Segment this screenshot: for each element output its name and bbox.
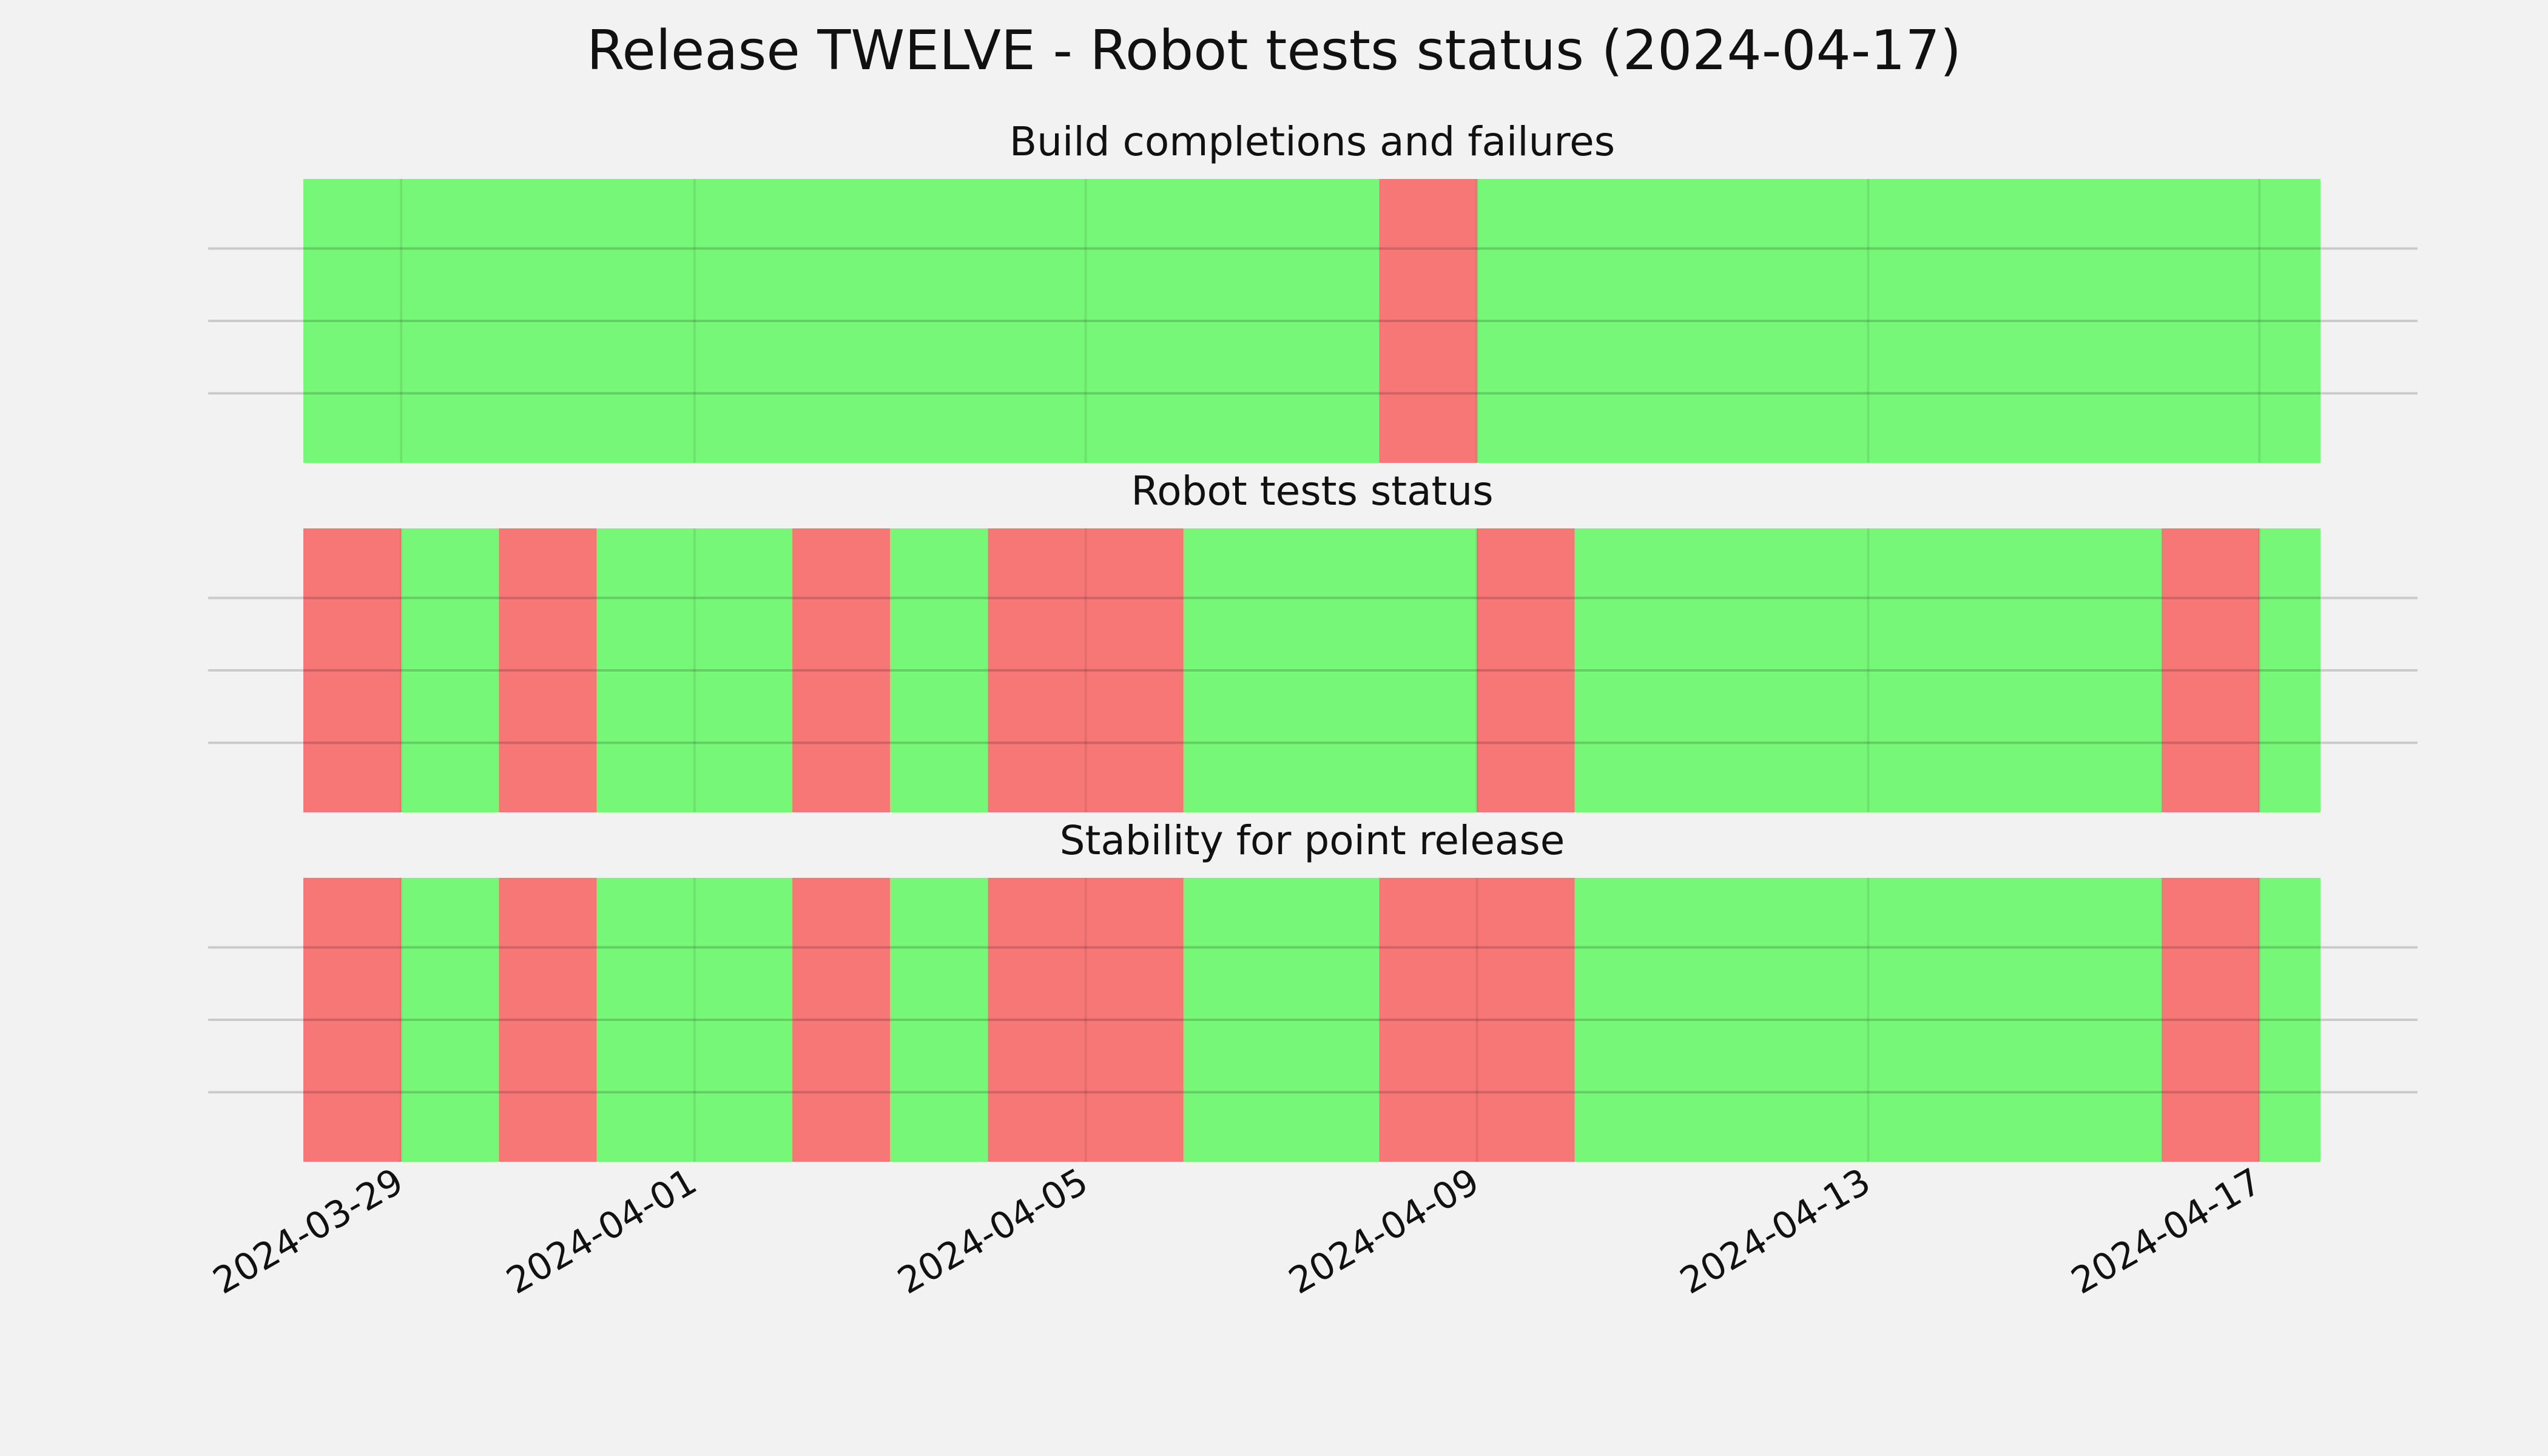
panel-title: Build completions and failures	[1009, 118, 1615, 165]
segment-fail	[2162, 528, 2260, 812]
panel-title: Stability for point release	[1060, 817, 1565, 864]
segment-fail	[792, 878, 891, 1162]
segment-fail	[792, 528, 891, 812]
panel-3: Stability for point release	[208, 817, 2418, 1162]
panel-2: Robot tests status	[208, 468, 2418, 812]
segment-pass	[890, 528, 988, 812]
segment-fail	[499, 878, 597, 1162]
segment-pass	[596, 528, 793, 812]
x-tick-label: 2024-03-29	[206, 1160, 411, 1303]
x-axis-ticks: 2024-03-29 2024-04-01 2024-04-05 2024-04-09…	[206, 1160, 2269, 1303]
segment-pass	[1477, 179, 2320, 463]
segment-pass	[401, 528, 499, 812]
segment-pass	[596, 878, 793, 1162]
x-tick-label: 2024-04-17	[2064, 1160, 2269, 1303]
x-tick-label: 2024-04-13	[1673, 1160, 1878, 1303]
segment-pass	[1183, 528, 1477, 812]
segment-pass	[2259, 528, 2320, 812]
segment-pass	[1183, 878, 1380, 1162]
segment-pass	[2259, 878, 2320, 1162]
panel-1: Build completions and failures	[208, 118, 2418, 463]
segment-fail	[988, 528, 1184, 812]
panel-title: Robot tests status	[1131, 468, 1493, 514]
segment-fail	[988, 878, 1184, 1162]
x-tick-label: 2024-04-01	[499, 1160, 704, 1303]
segment-fail	[303, 528, 402, 812]
segment-pass	[303, 179, 1380, 463]
segment-fail	[1379, 179, 1477, 463]
segment-pass	[401, 878, 499, 1162]
segment-pass	[1574, 878, 2162, 1162]
x-tick-label: 2024-04-09	[1282, 1160, 1486, 1303]
segment-fail	[1477, 528, 1575, 812]
segment-fail	[1379, 878, 1575, 1162]
segment-pass	[1574, 528, 2162, 812]
x-tick-label: 2024-04-05	[891, 1160, 1095, 1303]
segment-fail	[2162, 878, 2260, 1162]
chart-title: Release TWELVE - Robot tests status (202…	[587, 19, 1961, 83]
segment-pass	[890, 878, 988, 1162]
panels-group: Build completions and failures Robot test…	[208, 118, 2418, 1162]
segment-fail	[303, 878, 402, 1162]
segment-fail	[499, 528, 597, 812]
